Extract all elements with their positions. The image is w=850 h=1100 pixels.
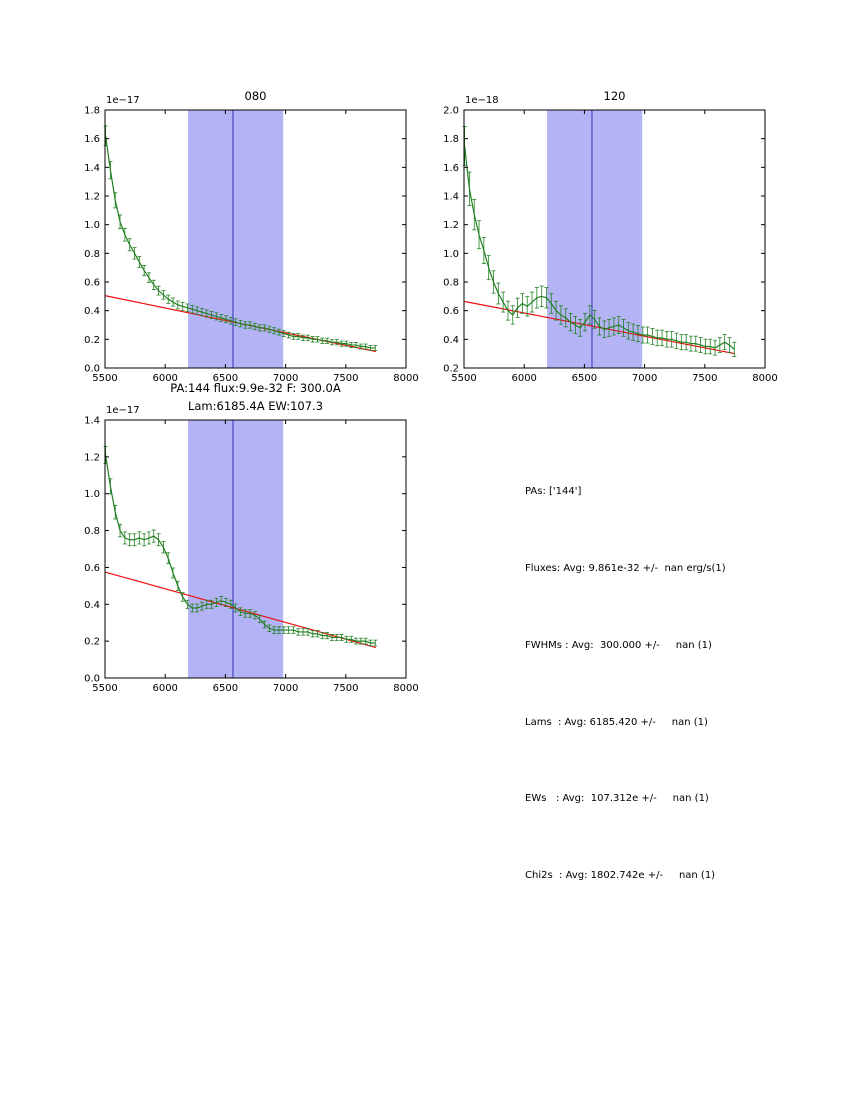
spectrum-curve — [105, 454, 376, 644]
spectrum-curve — [105, 135, 376, 349]
y-tick-label: 0.4 — [84, 600, 100, 611]
y-tick-label: 1.6 — [84, 134, 100, 145]
stats-line-pas: PAs: ['144'] — [525, 486, 582, 498]
x-tick-label: 5500 — [451, 373, 476, 384]
fit-window-band — [547, 110, 643, 368]
y-tick-label: 1.2 — [84, 192, 100, 203]
x-tick-label: 7500 — [333, 683, 358, 694]
x-tick-label: 5500 — [92, 683, 117, 694]
plot-080: 5500 6000 6500 7000 7500 8000 0.0 0.2 0.4 0.6 0.8 1… — [84, 89, 419, 384]
y-offset-label: 1e−18 — [465, 95, 499, 106]
x-tick-label: 7000 — [273, 683, 298, 694]
x-tick-label: 8000 — [393, 373, 418, 384]
axes-frame — [463, 109, 766, 369]
y-offset-label: 1e−17 — [106, 405, 140, 416]
y-tick-label: 0.0 — [84, 674, 100, 685]
plot-title-line: PA:144 flux:9.9e-32 F: 300.0A — [170, 381, 341, 395]
x-tick-label: 8000 — [393, 683, 418, 694]
y-tick-label: 1.4 — [443, 192, 459, 203]
y-tick-label: 0.6 — [84, 278, 100, 289]
y-tick-label: 1.0 — [443, 249, 459, 260]
y-tick-label: 1.6 — [443, 163, 459, 174]
stats-line-fluxes: Fluxes: Avg: 9.861e-32 +/- nan erg/s(1) — [525, 562, 726, 574]
plot-title: 120 — [604, 89, 626, 103]
x-tick-label: 7500 — [333, 373, 358, 384]
y-tick-label: 2.0 — [443, 106, 459, 117]
x-tick-label: 7000 — [273, 373, 298, 384]
stats-line-lams: Lams : Avg: 6185.420 +/- nan (1) — [525, 716, 708, 728]
y-tick-label: 0.6 — [84, 563, 100, 574]
x-tick-label: 6500 — [213, 683, 238, 694]
y-tick-label: 0.2 — [84, 335, 100, 346]
y-tick-label: 0.6 — [443, 306, 459, 317]
y-tick-label: 0.8 — [84, 249, 100, 260]
fit-window-band — [188, 420, 284, 678]
y-tick-label: 0.0 — [84, 364, 100, 375]
y-tick-label: 1.8 — [443, 134, 459, 145]
x-tick-label: 6000 — [152, 683, 177, 694]
stats-line-chi2s: Chi2s : Avg: 1802.742e +/- nan (1) — [525, 870, 716, 882]
y-tick-label: 0.8 — [443, 278, 459, 289]
x-tick-label: 6000 — [511, 373, 536, 384]
plot-144: 5500 6000 6500 7000 7500 8000 0.0 0.2 0.4 0.6 0.8 1… — [84, 381, 419, 694]
y-offset-label: 1e−17 — [106, 95, 140, 106]
y-tick-label: 0.8 — [84, 526, 100, 537]
y-tick-label: 1.2 — [443, 220, 459, 231]
plot-title: 080 — [245, 89, 267, 103]
x-tick-label: 6500 — [572, 373, 597, 384]
plot-120: 5500 6000 6500 7000 7500 8000 0.2 0.4 0.6 0.8 1.0 1… — [443, 89, 778, 384]
x-tick-label: 7500 — [692, 373, 717, 384]
y-tick-label: 1.4 — [84, 416, 100, 427]
y-tick-label: 1.0 — [84, 489, 100, 500]
x-tick-label: 6500 — [213, 373, 238, 384]
y-tick-label: 0.2 — [84, 637, 100, 648]
axes-frame — [104, 419, 407, 679]
y-tick-label: 0.4 — [84, 306, 100, 317]
y-tick-label: 0.2 — [443, 364, 459, 375]
stats-panel: PAs: ['144'] Fluxes: Avg: 9.861e-32 +/- … — [525, 428, 726, 940]
x-tick-label: 7000 — [632, 373, 657, 384]
y-tick-label: 0.4 — [443, 335, 459, 346]
plot-title-line: Lam:6185.4A EW:107.3 — [188, 399, 323, 413]
y-tick-label: 1.8 — [84, 106, 100, 117]
x-tick-label: 5500 — [92, 373, 117, 384]
stats-line-ews: EWs : Avg: 107.312e +/- nan (1) — [525, 793, 709, 805]
x-tick-label: 6000 — [152, 373, 177, 384]
y-tick-label: 1.0 — [84, 220, 100, 231]
y-tick-label: 1.2 — [84, 452, 100, 463]
spectrum-curve — [464, 145, 735, 350]
axes-frame — [104, 109, 407, 369]
y-tick-label: 1.4 — [84, 163, 100, 174]
stats-line-fwhms: FWHMs : Avg: 300.000 +/- nan (1) — [525, 639, 712, 651]
x-tick-label: 8000 — [752, 373, 777, 384]
